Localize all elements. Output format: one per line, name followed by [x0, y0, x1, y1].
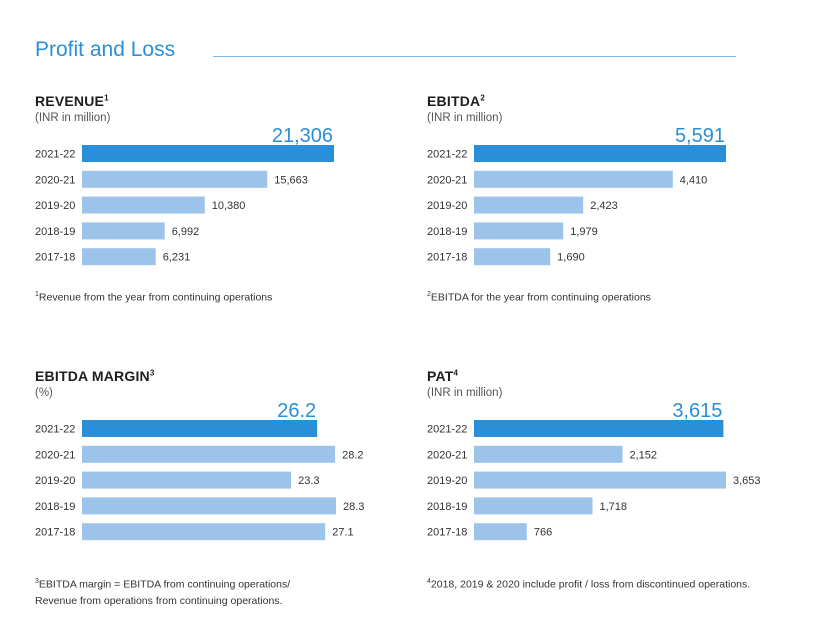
- value-label: 5,591: [675, 125, 725, 147]
- bar-2018-19: [474, 222, 564, 240]
- category-label: 2017-18: [427, 527, 467, 539]
- value-label: 2,152: [629, 449, 657, 461]
- footnote-line-1: Revenue from the year from continuing op…: [38, 291, 273, 304]
- footnote-line-2: Revenue from operations from continuing …: [35, 594, 283, 607]
- value-label: 6,231: [163, 252, 191, 264]
- bar-2020-21: [474, 445, 623, 463]
- footnote-line-1: EBITDA margin = EBITDA from continuing o…: [38, 578, 291, 591]
- category-label: 2019-20: [35, 475, 75, 487]
- category-label: 2018-19: [35, 226, 75, 238]
- chart-footnote: 2EBITDA for the year from continuing ope…: [427, 287, 651, 306]
- footnote-mark: 1: [35, 291, 39, 298]
- bar-2019-20: [474, 196, 584, 214]
- chart-unit: (INR in million): [427, 112, 503, 124]
- chart-footnote: 42018, 2019 & 2020 include profit / loss…: [427, 574, 750, 593]
- bar-2018-19: [82, 222, 165, 240]
- category-label: 2021-22: [35, 149, 75, 161]
- ebitda-margin-bar-chart: 2021-22 26.2 2020-21 28.2 2019-20 23.3 2018-19…: [35, 400, 364, 541]
- value-label: 6,992: [172, 226, 200, 238]
- chart-title: EBITDA2: [427, 93, 485, 109]
- bar-2019-20: [82, 196, 205, 214]
- footnote-line-1: 2018, 2019 & 2020 include profit / loss …: [430, 578, 751, 591]
- category-label: 2021-22: [427, 424, 467, 436]
- category-label: 2017-18: [35, 252, 75, 264]
- value-label: 27.1: [332, 527, 353, 539]
- chart-title: EBITDA MARGIN3: [35, 368, 155, 384]
- bar-2017-18: [474, 248, 551, 266]
- chart-title-text: EBITDA MARGIN: [35, 368, 150, 384]
- bar-2019-20: [474, 471, 726, 489]
- chart-title: PAT4: [427, 368, 458, 384]
- chart-footnote: 1Revenue from the year from continuing o…: [35, 287, 272, 306]
- bar-2018-19: [474, 497, 593, 515]
- category-label: 2020-21: [35, 449, 75, 461]
- bar-2021-22: [474, 420, 724, 437]
- category-label: 2018-19: [427, 501, 467, 513]
- chart-title-superscript: 1: [104, 93, 109, 103]
- bar-2019-20: [82, 471, 292, 489]
- pat-bar-chart: 2021-22 3,615 2020-21 2,152 2019-20 3,653 2018…: [427, 400, 761, 541]
- chart-unit: (INR in million): [427, 387, 503, 399]
- chart-title-text: PAT: [427, 368, 454, 384]
- value-label: 23.3: [298, 475, 319, 487]
- ebitda-margin-chart: EBITDA MARGIN3 (%) 2021-22 26.2 2020-21 28.…: [35, 368, 395, 638]
- category-label: 2018-19: [35, 501, 75, 513]
- ebitda-chart: EBITDA2 (INR in million) 2021-22 5,591 202…: [427, 93, 787, 363]
- value-label: 28.3: [343, 501, 364, 513]
- category-label: 2020-21: [427, 449, 467, 461]
- footnote-mark: 3: [35, 578, 39, 585]
- chart-title-text: EBITDA: [427, 93, 481, 109]
- value-label: 21,306: [272, 125, 333, 147]
- value-label: 26.2: [277, 400, 316, 422]
- value-label: 1,979: [570, 226, 598, 238]
- category-label: 2020-21: [427, 174, 467, 186]
- revenue-bar-chart: 2021-22 21,306 2020-21 15,663 2019-20 10,380 2…: [35, 125, 334, 266]
- bar-2021-22: [474, 145, 726, 162]
- value-label: 4,410: [680, 174, 708, 186]
- bar-2020-21: [82, 445, 336, 463]
- value-label: 766: [534, 527, 552, 539]
- bar-2017-18: [474, 523, 527, 541]
- chart-title: REVENUE1: [35, 93, 109, 109]
- value-label: 10,380: [212, 200, 246, 212]
- chart-unit: (%): [35, 387, 53, 399]
- bar-2020-21: [474, 170, 673, 188]
- category-label: 2019-20: [427, 200, 467, 212]
- category-label: 2018-19: [427, 226, 467, 238]
- chart-title-superscript: 2: [480, 93, 485, 103]
- bar-2020-21: [82, 170, 268, 188]
- value-label: 1,718: [600, 501, 628, 513]
- chart-title-superscript: 4: [453, 368, 459, 378]
- value-label: 15,663: [274, 174, 308, 186]
- category-label: 2019-20: [35, 200, 75, 212]
- pat-chart: PAT4 (INR in million) 2021-22 3,615 2020-2…: [427, 368, 787, 638]
- value-label: 28.2: [342, 449, 363, 461]
- category-label: 2020-21: [35, 174, 75, 186]
- footnote-mark: 4: [427, 578, 431, 585]
- bar-2021-22: [82, 145, 334, 162]
- bar-2021-22: [82, 420, 318, 437]
- category-label: 2019-20: [427, 475, 467, 487]
- category-label: 2021-22: [35, 424, 75, 436]
- page-title: Profit and Loss: [35, 38, 176, 61]
- title-rule: [213, 56, 736, 57]
- ebitda-bar-chart: 2021-22 5,591 2020-21 4,410 2019-20 2,423 2018…: [427, 125, 726, 266]
- footnote-line-1: EBITDA for the year from continuing oper…: [430, 291, 651, 304]
- bar-2017-18: [82, 248, 156, 266]
- chart-footnote: 3EBITDA margin = EBITDA from continuing …: [35, 574, 290, 609]
- value-label: 3,653: [733, 475, 761, 487]
- chart-unit: (INR in million): [35, 112, 111, 124]
- bar-2017-18: [82, 523, 326, 541]
- category-label: 2021-22: [427, 149, 467, 161]
- footnote-mark: 2: [427, 291, 431, 298]
- revenue-chart: REVENUE1 (INR in million) 2021-22 21,306 2…: [35, 93, 395, 363]
- value-label: 2,423: [590, 200, 618, 212]
- chart-title-text: REVENUE: [35, 93, 105, 109]
- value-label: 1,690: [557, 252, 585, 264]
- category-label: 2017-18: [427, 252, 467, 264]
- value-label: 3,615: [672, 400, 722, 422]
- category-label: 2017-18: [35, 527, 75, 539]
- bar-2018-19: [82, 497, 336, 515]
- chart-title-superscript: 3: [149, 368, 155, 378]
